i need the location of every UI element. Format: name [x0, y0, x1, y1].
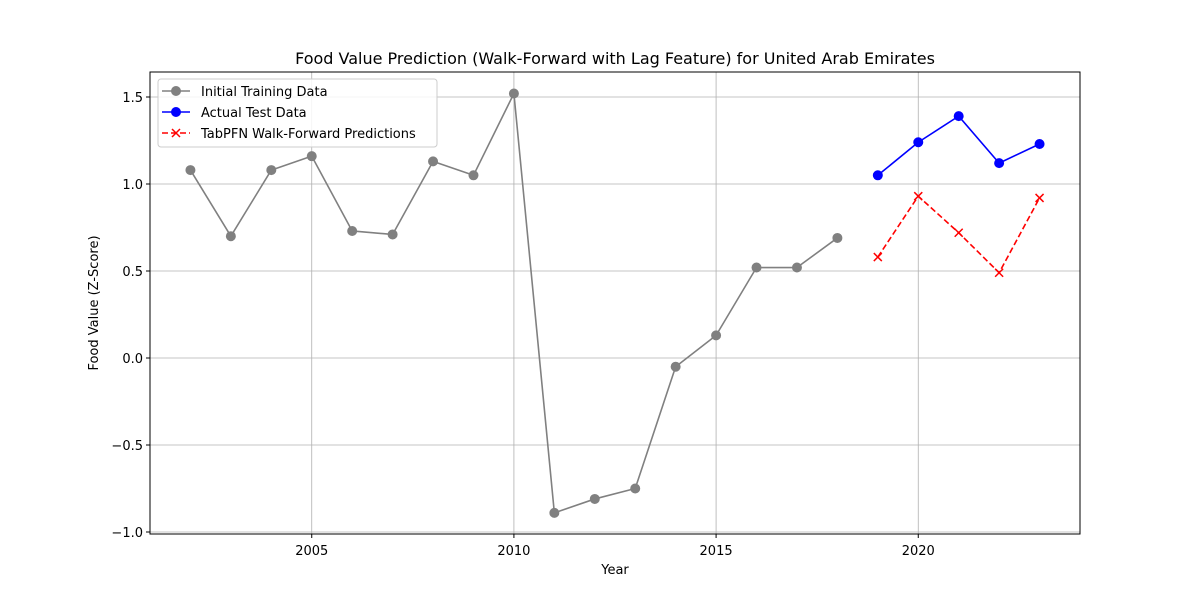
x-tick-label: 2010 — [497, 544, 530, 559]
data-point-actual-test-data — [994, 158, 1005, 169]
data-point-actual-test-data — [913, 137, 924, 148]
data-point-initial-training-data — [508, 88, 519, 99]
data-point-actual-test-data — [953, 111, 964, 122]
data-point-initial-training-data — [751, 262, 762, 273]
data-point-tabpfn-walk-forward-predictions — [1035, 193, 1045, 203]
data-point-tabpfn-walk-forward-predictions-stroke — [954, 228, 964, 238]
data-point-tabpfn-walk-forward-predictions-stroke — [873, 252, 883, 262]
series-actual-test-data — [872, 111, 1045, 181]
data-point-tabpfn-walk-forward-predictions-stroke — [1035, 193, 1045, 203]
data-point-initial-training-data — [549, 507, 560, 518]
data-point-tabpfn-walk-forward-predictions — [954, 228, 964, 238]
y-tick-label: 1.0 — [122, 178, 143, 193]
legend-label-tabpfn-walk-forward-predictions: TabPFN Walk-Forward Predictions — [200, 127, 416, 142]
y-tick-label: −0.5 — [111, 439, 143, 454]
data-point-initial-training-data — [428, 156, 439, 167]
data-point-initial-training-data — [630, 483, 641, 494]
data-point-tabpfn-walk-forward-predictions — [994, 268, 1004, 278]
ticks: 2005 2010 2015 2020 −1.0 −0.5 0.0 0.5 1.0 1.5 — [111, 91, 934, 559]
series-tabpfn-walk-forward-predictions — [873, 191, 1045, 278]
legend-label-initial-training-data: Initial Training Data — [201, 85, 328, 100]
data-point-tabpfn-walk-forward-predictions — [913, 191, 923, 201]
legend-marker-actual-test-data — [171, 107, 181, 117]
legend-marker-tabpfn-walk-forward-predictions — [171, 128, 181, 138]
x-tick-label: 2005 — [295, 544, 328, 559]
series-initial-training-data — [185, 88, 843, 518]
data-point-initial-training-data — [185, 165, 196, 176]
data-point-actual-test-data — [1034, 138, 1045, 149]
data-point-initial-training-data — [306, 151, 317, 162]
y-tick-label: −1.0 — [111, 526, 143, 541]
data-point-actual-test-data — [872, 170, 883, 181]
y-tick-label: 0.5 — [122, 265, 143, 280]
legend-marker-initial-training-data — [171, 86, 181, 96]
data-point-initial-training-data — [711, 330, 722, 341]
legend-box — [157, 78, 438, 148]
data-point-initial-training-data — [266, 165, 277, 176]
data-point-tabpfn-walk-forward-predictions-stroke — [913, 191, 923, 201]
x-tick-label: 2020 — [902, 544, 935, 559]
grid — [150, 72, 1080, 534]
data-point-initial-training-data — [670, 361, 681, 372]
x-tick-label: 2015 — [700, 544, 733, 559]
legend-label-actual-test-data: Actual Test Data — [201, 106, 307, 121]
legend: Initial Training Data Actual Test Data Tab… — [157, 78, 438, 148]
data-point-tabpfn-walk-forward-predictions — [873, 252, 883, 262]
x-axis-title: Year — [600, 563, 629, 578]
y-axis-title: Food Value (Z-Score) — [87, 235, 102, 370]
data-point-initial-training-data — [387, 229, 398, 240]
data-point-initial-training-data — [791, 262, 802, 273]
series-layer — [185, 88, 1045, 518]
chart-title: Food Value Prediction (Walk-Forward with… — [295, 49, 935, 68]
y-tick-label: 0.0 — [122, 352, 143, 367]
legend-marker-tabpfn-walk-forward-predictions-stroke — [171, 128, 181, 138]
y-tick-label: 1.5 — [122, 91, 143, 106]
data-point-initial-training-data — [589, 493, 600, 504]
data-point-initial-training-data — [225, 231, 236, 242]
data-point-initial-training-data — [832, 232, 843, 243]
data-point-tabpfn-walk-forward-predictions-stroke — [994, 268, 1004, 278]
data-point-initial-training-data — [468, 170, 479, 181]
plot-frame — [149, 71, 1081, 535]
data-point-initial-training-data — [347, 225, 358, 236]
